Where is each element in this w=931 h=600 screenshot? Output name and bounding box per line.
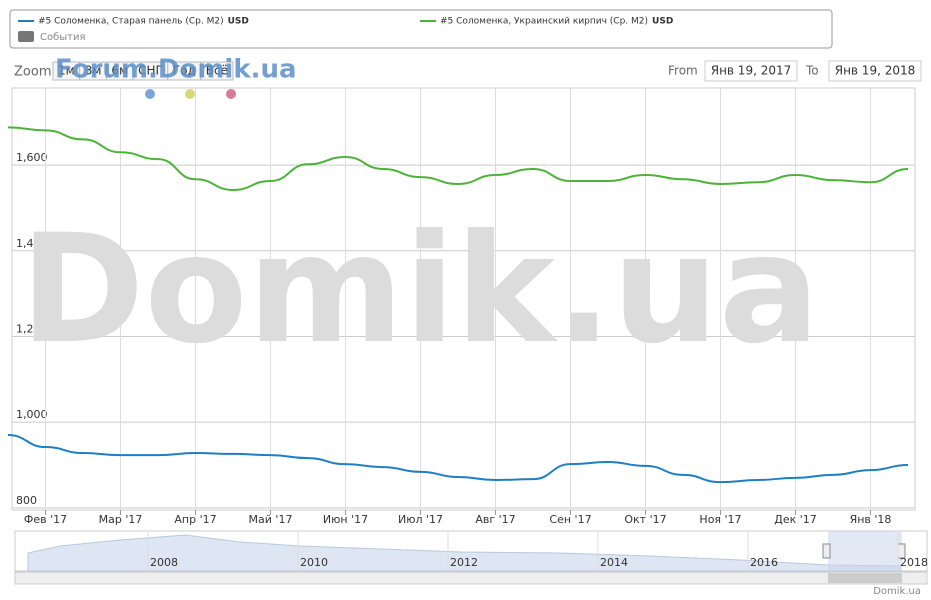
navigator-year: 2018: [900, 556, 928, 569]
x-tick-label: Июн '17: [323, 513, 368, 526]
zoom-label: Zoom: [14, 65, 51, 80]
legend-currency[interactable]: USD: [228, 17, 249, 27]
navigator-year: 2014: [600, 556, 628, 569]
events-label[interactable]: События: [40, 32, 86, 43]
x-tick-label: Сен '17: [549, 513, 591, 526]
to-input[interactable]: [828, 60, 922, 82]
navigator-year: 2010: [300, 556, 328, 569]
zoom-button-label[interactable]: СНГ: [138, 64, 163, 78]
legend-label[interactable]: #5 Соломенка, Украинский кирпич (Ср. М2): [440, 17, 648, 27]
navigator-selection[interactable]: [828, 531, 902, 571]
scrollbar-thumb[interactable]: [828, 573, 902, 583]
from-date[interactable]: Янв 19, 2017: [711, 64, 792, 78]
x-tick-label: Окт '17: [624, 513, 666, 526]
dot: [226, 89, 236, 99]
to-label: To: [805, 64, 819, 78]
x-tick-label: Апр '17: [174, 513, 216, 526]
y-tick-label: 1,000: [16, 408, 48, 421]
y-tick-label: 800: [16, 494, 37, 507]
scrollbar[interactable]: [14, 571, 928, 585]
navigator-handle[interactable]: [822, 543, 831, 559]
events-icon[interactable]: [18, 31, 34, 42]
x-tick-label: Ноя '17: [699, 513, 741, 526]
from-input[interactable]: [704, 60, 798, 82]
credit[interactable]: Domik.ua: [873, 586, 921, 597]
x-tick-label: Июл '17: [398, 513, 443, 526]
navigator-year: 2008: [150, 556, 178, 569]
from-label: From: [668, 64, 698, 78]
x-tick-label: Мар '17: [99, 513, 143, 526]
plot-border: [11, 87, 916, 511]
y-tick-label: 1,600: [16, 151, 48, 164]
logo: Forum.Domik.ua: [55, 55, 297, 85]
x-tick-label: Дек '17: [774, 513, 817, 526]
series-line: [7, 434, 909, 484]
x-tick-label: Май '17: [249, 513, 293, 526]
y-tick-label: 1,400: [16, 237, 48, 250]
series-line: [7, 126, 909, 191]
watermark: Domik.ua: [20, 203, 820, 377]
x-tick-label: Янв '18: [850, 513, 892, 526]
legend-currency[interactable]: USD: [652, 17, 673, 27]
zoom-button-label[interactable]: 6м: [111, 64, 128, 78]
to-date[interactable]: Янв 19, 2018: [835, 64, 916, 78]
zoom-button-label[interactable]: 3м: [85, 64, 102, 78]
navigator-year: 2012: [450, 556, 478, 569]
legend-label[interactable]: #5 Соломенка, Старая панель (Ср. М2): [38, 17, 224, 27]
x-tick-label: Фев '17: [24, 513, 67, 526]
zoom-button-label[interactable]: Год: [173, 64, 196, 78]
legend-box: [9, 9, 833, 49]
dot: [145, 89, 155, 99]
navigator: 2008 2010 2012 2014 2016 2018: [14, 530, 928, 585]
zoom-button-label[interactable]: 1м: [58, 64, 75, 78]
zoom-button-label[interactable]: Всё: [206, 64, 228, 78]
navigator-year: 2016: [750, 556, 778, 569]
dot: [185, 89, 195, 99]
zoom-button[interactable]: [200, 61, 234, 81]
x-tick-label: Авг '17: [475, 513, 515, 526]
y-tick-label: 1,200: [16, 322, 48, 335]
